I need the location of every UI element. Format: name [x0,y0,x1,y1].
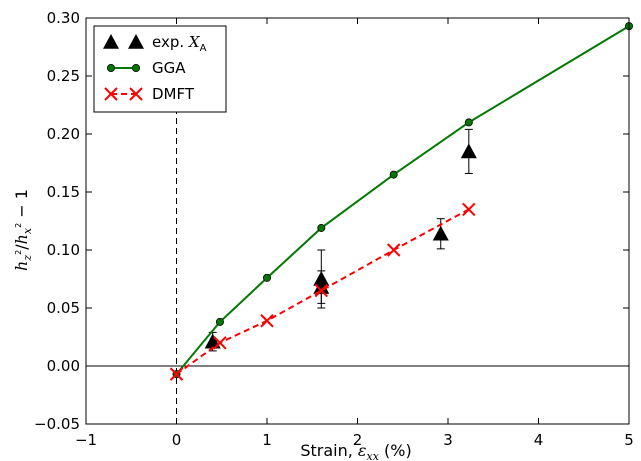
data-point [389,170,398,179]
series-line [175,25,630,375]
y-tick-label: −0.05 [34,415,80,433]
series-triangle [204,128,477,352]
series-circle [172,22,634,379]
x-tick-label: 4 [534,431,544,449]
data-point [262,273,271,282]
y-tick-label: 0.05 [47,299,80,317]
legend-marker [103,34,119,49]
data-point [386,243,401,257]
x-tick-label: 3 [443,431,453,449]
legend-label: GGA [152,59,186,77]
data-point [213,336,227,350]
y-tick-label: 0.25 [47,67,80,85]
data-point [314,283,329,298]
legend-entry: exp. XA [103,33,207,54]
x-tick-label: 0 [172,431,182,449]
legend-marker [131,64,140,73]
legend-marker [104,87,118,101]
series-line [175,208,470,375]
y-tick-label: 0.30 [47,9,80,27]
y-tick-label: 0.15 [47,183,80,201]
x-tick-label: 1 [262,431,272,449]
legend-marker [129,87,143,101]
data-point [313,279,330,294]
axes: −1 0 1 2 3 4 5 −0.05 0.00 0.05 0.10 0.15 0.20 0.25 0.3… [34,9,634,449]
data-point [260,314,274,328]
series-x [169,202,476,381]
y-tick-label: 0.20 [47,125,80,143]
data-point [460,143,477,159]
y-tick-label: 0.10 [47,241,80,259]
x-tick-label: −1 [75,431,97,449]
x-tick-label: 5 [624,431,634,449]
legend-label: exp. XA [152,33,207,54]
data-point [464,118,473,127]
plot-area [86,18,634,424]
data-point [462,202,476,217]
y-axis-label: hz2/hx2 − 1 [12,189,34,271]
data-point [432,225,449,241]
legend-entry: GGA [107,59,186,77]
y-tick-label: 0.00 [47,357,80,375]
data-point [317,223,326,232]
legend-entry: DMFT [104,85,195,103]
x-axis-label: Strain, εxx (%) [300,441,411,461]
legend: exp. XA GGA DMFT [93,25,227,113]
legend-label: DMFT [152,85,195,103]
legend-marker [107,64,116,73]
legend-marker [128,34,144,49]
data-point [215,317,224,326]
data-point [169,367,184,381]
x-tick-label: 2 [353,431,363,449]
